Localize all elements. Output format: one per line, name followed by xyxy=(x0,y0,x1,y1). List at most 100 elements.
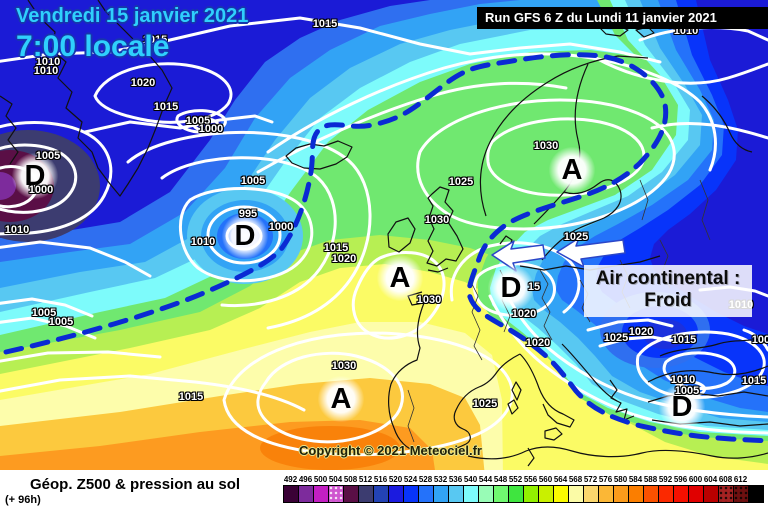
pressure-label: 1015 xyxy=(178,391,204,403)
pressure-label: 1005 xyxy=(185,115,211,127)
pressure-label: 1015 xyxy=(741,375,767,387)
scale-tick-label: 512 xyxy=(358,475,373,484)
forecast-valid-time: Vendredi 15 janvier 2021 7:00 locale xyxy=(16,5,248,64)
pressure-label: 1015 xyxy=(153,101,179,113)
pressure-label: 1020 xyxy=(628,326,654,338)
depression-marker: D xyxy=(12,153,58,199)
anticyclone-marker: A xyxy=(549,147,595,193)
pressure-label: 1020 xyxy=(511,308,537,320)
pressure-label: 1005 xyxy=(35,150,61,162)
scale-tick-label: 524 xyxy=(403,475,418,484)
copyright-notice: Copyright © 2021 Meteociel.fr xyxy=(299,443,482,458)
pressure-label: 1010 xyxy=(190,236,216,248)
scale-color-swatch xyxy=(748,485,764,503)
scale-tick-label: 580 xyxy=(613,475,628,484)
legend-forecast-hour: (+ 96h) xyxy=(5,494,41,506)
scale-color-swatch xyxy=(358,485,374,503)
scale-color-swatch xyxy=(508,485,524,503)
scale-color-swatch xyxy=(388,485,404,503)
pressure-label: 1005 xyxy=(751,334,768,346)
depression-marker: D xyxy=(488,265,534,311)
pressure-label: 1010 xyxy=(33,65,59,77)
pressure-label: 1010 xyxy=(670,374,696,386)
air-mass-annotation-line1: Air continental : xyxy=(595,268,741,289)
pressure-label: 1030 xyxy=(416,294,442,306)
depression-marker: D xyxy=(659,384,705,430)
scale-color-swatch xyxy=(523,485,539,503)
scale-tick-label: 612 xyxy=(733,475,748,484)
scale-color-swatch xyxy=(298,485,314,503)
pressure-label: 1000 xyxy=(28,184,54,196)
scale-tick-label: 532 xyxy=(433,475,448,484)
depression-marker: D xyxy=(222,213,268,259)
scale-color-swatch xyxy=(583,485,599,503)
scale-color-swatch xyxy=(463,485,479,503)
pressure-label: 1000 xyxy=(198,123,224,135)
scale-tick-label: 572 xyxy=(583,475,598,484)
pressure-label: 1005 xyxy=(48,316,74,328)
pressure-label: 1020 xyxy=(331,253,357,265)
scale-tick-label: 528 xyxy=(418,475,433,484)
pressure-label: 1010 xyxy=(35,56,61,68)
scale-color-swatch xyxy=(538,485,554,503)
scale-color-swatch xyxy=(418,485,434,503)
pressure-label: 1005 xyxy=(240,175,266,187)
scale-tick-label: 520 xyxy=(388,475,403,484)
color-scale-swatches xyxy=(283,485,764,503)
forecast-local-time: 7:00 locale xyxy=(16,30,170,63)
scale-color-swatch xyxy=(568,485,584,503)
geopotential-color-scale: 492 496 500 504 508 512 516 520 524 528 532 536 540 5… xyxy=(283,475,764,503)
legend-title: Géop. Z500 & pression au sol xyxy=(30,476,241,493)
scale-tick-label: 504 xyxy=(328,475,343,484)
scale-tick-label: 600 xyxy=(688,475,703,484)
scale-tick-label: 508 xyxy=(343,475,358,484)
scale-color-swatch xyxy=(478,485,494,503)
scale-tick-label: 556 xyxy=(523,475,538,484)
pressure-label: 1020 xyxy=(130,77,156,89)
scale-color-swatch xyxy=(673,485,689,503)
scale-tick-label: 568 xyxy=(568,475,583,484)
coastlines xyxy=(0,0,768,467)
pressure-label: 1025 xyxy=(563,231,589,243)
pressure-label: 15 xyxy=(527,281,541,293)
air-mass-annotation: Air continental : Froid xyxy=(584,265,752,317)
scale-color-swatch xyxy=(703,485,719,503)
model-run-banner: Run GFS 6 Z du Lundi 11 janvier 2021 xyxy=(477,7,768,29)
scale-color-swatch xyxy=(733,485,749,503)
legend-bar: Géop. Z500 & pression au sol (+ 96h) 492… xyxy=(0,470,768,512)
scale-tick-label: 536 xyxy=(448,475,463,484)
pressure-label: 1015 xyxy=(142,34,168,46)
scale-color-swatch xyxy=(658,485,674,503)
scale-color-swatch xyxy=(433,485,449,503)
pressure-label: 1025 xyxy=(603,332,629,344)
scale-color-swatch xyxy=(343,485,359,503)
pressure-label: 1020 xyxy=(525,337,551,349)
pressure-label: 1005 xyxy=(31,307,57,319)
pressure-label: 1000 xyxy=(268,221,294,233)
scale-color-swatch xyxy=(403,485,419,503)
map-svg xyxy=(0,0,768,477)
scale-tick-label: 516 xyxy=(373,475,388,484)
scale-tick-label: 584 xyxy=(628,475,643,484)
wind-arrow-icon xyxy=(556,237,626,268)
scale-tick-label: 540 xyxy=(463,475,478,484)
pressure-label: 1030 xyxy=(533,140,559,152)
scale-tick-label: 544 xyxy=(478,475,493,484)
pressure-label: 1015 xyxy=(671,334,697,346)
pressure-label: 1025 xyxy=(448,176,474,188)
scale-tick-label: 576 xyxy=(598,475,613,484)
scale-tick-label: 608 xyxy=(718,475,733,484)
scale-color-swatch xyxy=(373,485,389,503)
geopotential-fill-layer xyxy=(0,0,768,477)
pressure-label: 1015 xyxy=(323,242,349,254)
scale-color-swatch xyxy=(598,485,614,503)
scale-tick-label: 604 xyxy=(703,475,718,484)
scale-color-swatch xyxy=(448,485,464,503)
air-mass-boundary-line xyxy=(3,52,768,444)
scale-color-swatch xyxy=(328,485,344,503)
scale-tick-label: 564 xyxy=(553,475,568,484)
color-scale-tick-labels: 492 496 500 504 508 512 516 520 524 528 532 536 540 5… xyxy=(283,475,764,484)
scale-color-swatch xyxy=(613,485,629,503)
scale-color-swatch xyxy=(628,485,644,503)
pressure-label: 1005 xyxy=(674,385,700,397)
